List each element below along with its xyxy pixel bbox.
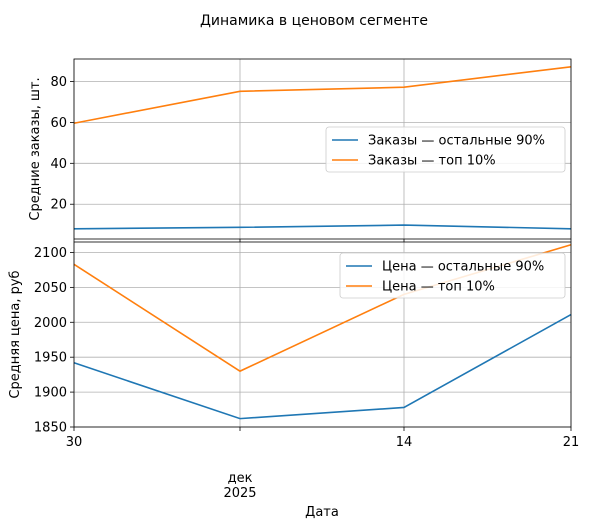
legend-label: Заказы — остальные 90%	[368, 134, 545, 149]
x-tick-month-label: дек	[228, 471, 253, 486]
y-tick-label: 2100	[34, 246, 67, 261]
y-tick-label: 40	[50, 157, 67, 172]
axes-frame	[73, 241, 572, 428]
x-tick-year-label: 2025	[223, 486, 256, 501]
y-tick-label: 60	[50, 116, 67, 131]
x-axis-label: Дата	[305, 505, 339, 520]
axes-frame	[73, 58, 572, 240]
x-tick-label: 14	[396, 435, 413, 450]
y-tick-label: 80	[50, 75, 67, 90]
x-tick-label: 30	[66, 435, 83, 450]
legend-label: Заказы — топ 10%	[368, 154, 496, 169]
y-tick-label: 1900	[34, 386, 67, 401]
y-axis-label: Средняя цена, руб	[8, 270, 23, 398]
y-tick-label: 20	[50, 198, 67, 213]
series-line	[73, 313, 572, 420]
legend-label: Цена — остальные 90%	[382, 260, 544, 275]
y-tick-label: 1850	[34, 421, 67, 436]
series-line	[73, 65, 572, 125]
y-tick-label: 2050	[34, 281, 67, 296]
y-tick-label: 2000	[34, 316, 67, 331]
y-tick-label: 1950	[34, 351, 67, 366]
series-line	[73, 224, 572, 230]
legend-label: Цена — топ 10%	[382, 280, 495, 295]
y-axis-label: Средние заказы, шт.	[28, 77, 43, 220]
chart-title: Динамика в ценовом сегменте	[200, 13, 428, 29]
x-tick-label: 21	[563, 435, 580, 450]
legend-box	[339, 252, 566, 299]
legend-box	[325, 126, 566, 173]
